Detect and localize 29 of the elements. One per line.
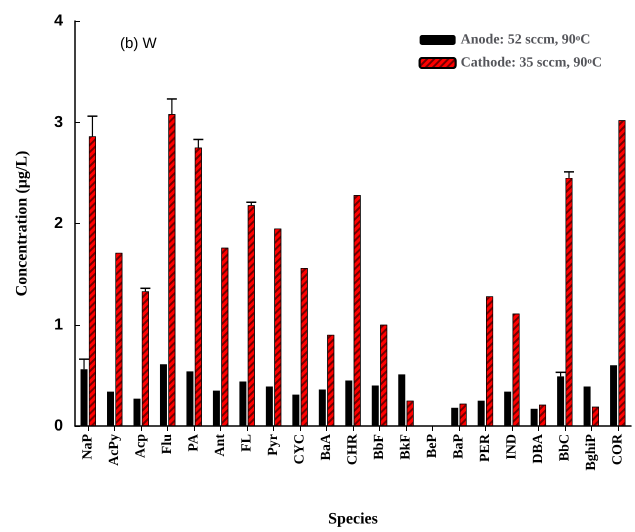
x-tick-label: CYC xyxy=(292,434,308,464)
x-tick-label: BghiP xyxy=(584,434,599,471)
y-tick-label: 1 xyxy=(54,316,64,334)
x-tick-label: BbF xyxy=(372,434,387,460)
x-tick-label: DBA xyxy=(530,433,546,464)
x-tick-label: BkF xyxy=(398,434,414,460)
x-tick-label: BbC xyxy=(557,434,572,462)
x-tick-label: Ant xyxy=(213,434,228,457)
y-tick-label: 2 xyxy=(54,215,64,232)
x-tick-label: COR xyxy=(610,433,626,466)
annotation: (b) W xyxy=(120,35,158,52)
x-tick-label: NaP xyxy=(80,434,96,460)
x-tick-label: BaA xyxy=(319,433,334,460)
x-tick-label: BeP xyxy=(424,434,440,458)
x-tick-label: CHR xyxy=(346,433,360,466)
y-tick-label: 4 xyxy=(54,12,64,30)
x-tick-label: Pyr xyxy=(266,434,282,456)
x-tick-label: FL xyxy=(240,434,255,452)
x-tick-label: IND xyxy=(504,434,520,460)
x-tick-label: BaP xyxy=(451,434,466,459)
y-axis-title: Concentration (µg/L) xyxy=(14,150,30,296)
x-tick-label: Acp xyxy=(134,434,149,458)
x-axis-title: Species xyxy=(328,510,378,528)
x-tick-label: Flu xyxy=(160,434,176,454)
x-tick-label: PER xyxy=(478,433,493,462)
x-tick-label: PA xyxy=(186,433,202,452)
x-tick-label: AcPy xyxy=(107,434,122,466)
y-tick-label: 0 xyxy=(54,418,64,434)
y-tick-label: 3 xyxy=(54,114,64,131)
